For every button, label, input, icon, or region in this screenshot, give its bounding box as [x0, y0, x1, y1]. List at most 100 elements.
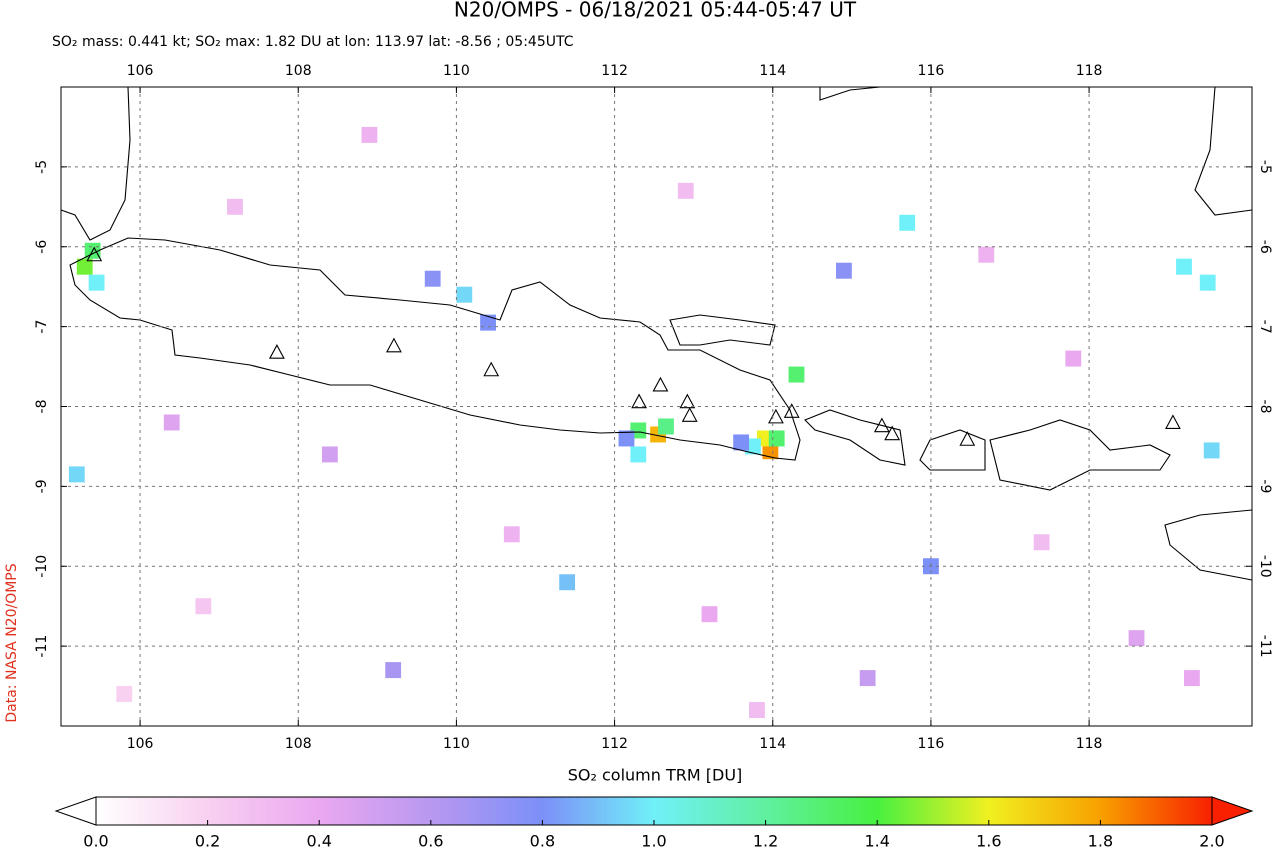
colorbar-tick-label: 1.0	[641, 832, 666, 851]
x-tick-label: 114	[759, 736, 786, 752]
sumbawa	[989, 419, 1171, 491]
sumba	[1164, 509, 1253, 581]
x-tick-label: 106	[127, 736, 154, 752]
y-tick-label: -9	[1257, 479, 1272, 493]
so2-pixel	[385, 662, 402, 679]
y-tick-label: -6	[34, 240, 50, 254]
so2-pixel	[88, 274, 105, 291]
colorbar-high-arrow	[1211, 796, 1254, 826]
data-source: Data: NASA N20/OMPS	[4, 563, 20, 722]
y-tick-label: -5	[34, 160, 50, 174]
coastlines	[60, 86, 1253, 581]
x-tick-label: 108	[285, 736, 312, 752]
so2-pixel	[1065, 350, 1082, 367]
y-tick-label: -7	[34, 320, 50, 334]
y-tick-label: -7	[1257, 320, 1272, 334]
so2-pixel	[899, 214, 916, 231]
volcano	[86, 246, 103, 262]
so2-pixel	[424, 270, 441, 287]
y-tick-label: -10	[1257, 555, 1272, 578]
so2-pixel	[677, 182, 694, 199]
x-tick-label: 116	[918, 736, 945, 752]
colorbar-tick-label: 0.4	[306, 832, 331, 851]
so2-pixel	[1203, 442, 1220, 459]
volcano	[631, 393, 648, 409]
so2-pixel	[733, 434, 750, 451]
colorbar-tick-label: 1.2	[753, 832, 778, 851]
y-tick-label: -8	[34, 400, 50, 414]
so2-pixel	[227, 198, 243, 215]
borneo	[819, 86, 881, 101]
bali	[804, 409, 906, 466]
so2-pixel	[768, 430, 785, 447]
so2-pixel	[978, 246, 995, 263]
java	[69, 237, 801, 461]
so2-pixel	[559, 574, 576, 591]
colorbar-tick-label: 2.0	[1199, 832, 1224, 851]
y-tick-label: -9	[34, 479, 50, 493]
y-tick-label: -8	[1257, 400, 1272, 414]
x-tick-label: 114	[759, 63, 786, 79]
colorbar-tick-label: 1.8	[1088, 832, 1113, 851]
so2-pixel	[836, 262, 852, 279]
y-tick-label: -11	[1257, 635, 1272, 658]
y-tick-label: -5	[1257, 160, 1272, 174]
colorbar-tick-label: 1.6	[976, 832, 1001, 851]
so2-pixel	[1183, 670, 1200, 687]
volcano	[679, 393, 696, 409]
volcanoes	[86, 246, 1181, 446]
volcano	[873, 417, 890, 433]
so2-pixel	[68, 466, 85, 483]
volcano	[268, 344, 285, 359]
y-tick-label: -10	[34, 555, 50, 578]
so2-pixel	[1176, 258, 1192, 275]
x-tick-label: 108	[285, 63, 312, 79]
so2-pixel	[195, 598, 212, 615]
volcano	[652, 376, 669, 392]
so2-pixel	[361, 126, 378, 143]
so2-pixel	[618, 430, 635, 447]
so2-pixel	[1128, 630, 1145, 647]
so2-pixel	[503, 526, 520, 543]
volcano	[1164, 414, 1181, 430]
so2-pixel	[762, 443, 779, 460]
so2-pixel	[701, 606, 718, 623]
volcano	[959, 431, 976, 446]
x-tick-label: 106	[127, 63, 154, 79]
colorbar-label: SO₂ column TRM [DU]	[568, 766, 743, 785]
volcano	[681, 407, 698, 422]
so2-pixel	[1033, 534, 1050, 551]
x-tick-label: 112	[601, 63, 628, 79]
colorbar-tick-label: 0.2	[195, 832, 220, 851]
sulawesi	[1194, 86, 1253, 216]
so2-pixel	[456, 286, 473, 303]
x-tick-label: 110	[443, 736, 470, 752]
lombok	[919, 429, 986, 471]
so2-pixel	[788, 366, 805, 383]
y-tick-label: -11	[34, 635, 50, 658]
x-tick-label: 118	[1076, 63, 1103, 79]
so2-pixel	[76, 258, 93, 275]
pixels	[68, 126, 1220, 719]
volcano	[386, 337, 402, 353]
so2-pixel	[321, 446, 338, 463]
so2-pixel	[163, 414, 180, 431]
y-tick-label: -6	[1257, 240, 1272, 254]
volcano	[767, 408, 784, 424]
volcano	[783, 403, 800, 418]
volcano	[483, 361, 500, 377]
subtitle: SO₂ mass: 0.441 kt; SO₂ max: 1.82 DU at …	[52, 34, 574, 50]
so2-pixel	[658, 418, 674, 435]
colorbar-low-arrow	[54, 796, 97, 826]
so2-pixel	[749, 702, 765, 719]
x-tick-label: 110	[443, 63, 470, 79]
chart-title: N20/OMPS - 06/18/2021 05:44-05:47 UT	[454, 0, 857, 22]
x-tick-label: 112	[601, 736, 628, 752]
colorbar-tick-label: 1.4	[864, 832, 889, 851]
colorbar-tick-label: 0.6	[418, 832, 443, 851]
so2-pixel	[1199, 274, 1216, 291]
volcano	[884, 425, 901, 441]
x-tick-label: 116	[918, 63, 945, 79]
madura	[669, 314, 776, 346]
